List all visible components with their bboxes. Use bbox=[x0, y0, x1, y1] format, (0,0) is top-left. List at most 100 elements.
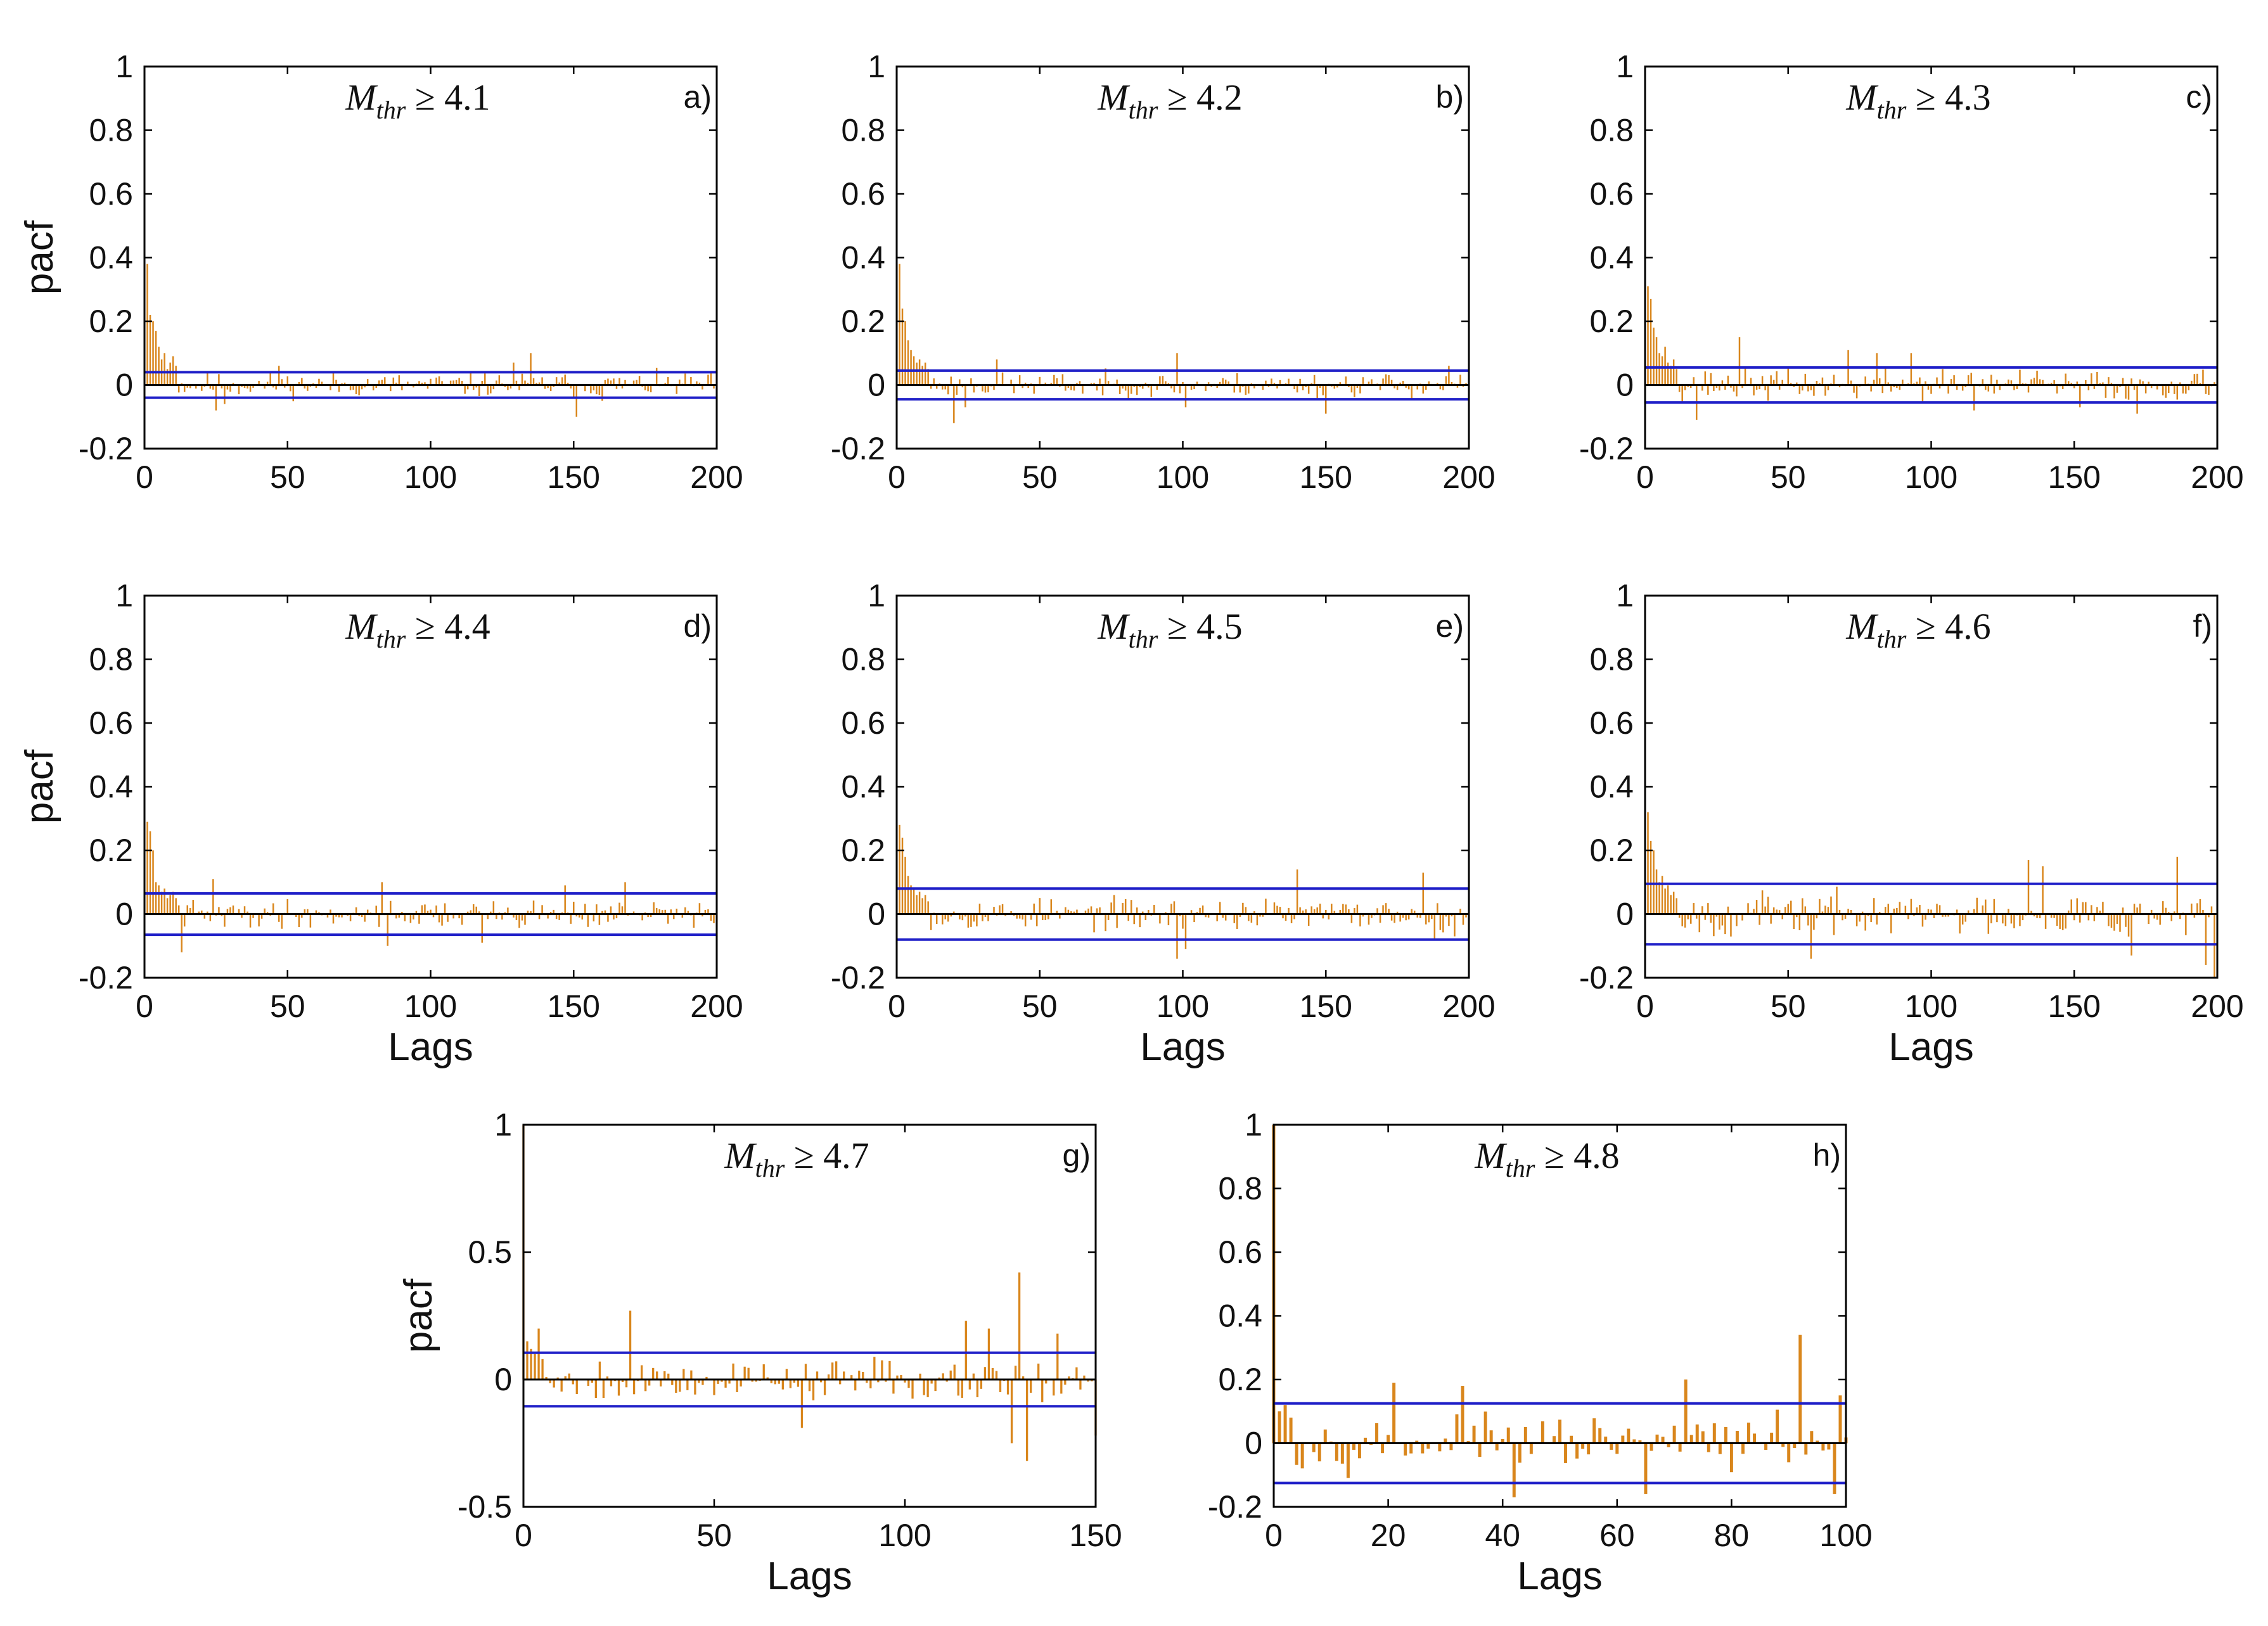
pacf-bar bbox=[1399, 382, 1401, 385]
pacf-bar bbox=[315, 385, 317, 388]
pacf-bar bbox=[466, 385, 469, 390]
pacf-bar bbox=[1982, 905, 1984, 914]
pacf-bar bbox=[249, 914, 252, 928]
pacf-bar bbox=[452, 380, 454, 385]
pacf-bar bbox=[1570, 1435, 1573, 1444]
pacf-bar bbox=[307, 909, 309, 914]
pacf-bar bbox=[1719, 385, 1720, 391]
pacf-bar bbox=[2170, 914, 2173, 921]
pacf-bar bbox=[177, 905, 180, 914]
pacf-bar bbox=[1079, 1380, 1082, 1390]
pacf-bar bbox=[916, 895, 918, 914]
pacf-bar bbox=[904, 321, 906, 385]
pacf-bar bbox=[1076, 909, 1078, 914]
pacf-bar bbox=[959, 379, 961, 385]
pacf-bar bbox=[1816, 1440, 1819, 1444]
pacf-bar bbox=[498, 375, 501, 385]
magnitude-threshold-title: Mthr ≥ 4.4 bbox=[345, 606, 490, 653]
pacf-bar bbox=[432, 914, 435, 918]
pacf-bar bbox=[352, 385, 354, 390]
pacf-bar bbox=[1650, 298, 1652, 385]
pacf-bar bbox=[1873, 898, 1875, 914]
pacf-bar bbox=[2148, 914, 2149, 925]
y-tick-label: -0.2 bbox=[79, 960, 133, 995]
pacf-bar bbox=[1402, 914, 1404, 918]
pacf-bar bbox=[229, 385, 231, 392]
pacf-bar bbox=[621, 906, 624, 914]
pacf-bar bbox=[1039, 376, 1041, 385]
pacf-bar bbox=[2056, 385, 2058, 394]
pacf-bar bbox=[458, 378, 460, 385]
pacf-bar bbox=[1802, 385, 1804, 391]
pacf-bar bbox=[644, 385, 646, 390]
pacf-bar bbox=[1396, 385, 1399, 390]
pacf-bar bbox=[1242, 902, 1244, 914]
pacf-bar bbox=[1675, 369, 1677, 385]
pacf-bar bbox=[553, 385, 554, 387]
pacf-bar bbox=[2065, 373, 2066, 385]
pacf-bar bbox=[644, 1380, 647, 1392]
pacf-bar bbox=[243, 906, 246, 914]
pacf-bar bbox=[1392, 1383, 1396, 1444]
pacf-bar bbox=[1402, 381, 1404, 385]
pacf-bar bbox=[1466, 1441, 1470, 1444]
pacf-bar bbox=[1967, 910, 1970, 914]
pacf-bar bbox=[158, 885, 160, 914]
pacf-bar bbox=[648, 1380, 651, 1386]
pacf-bar bbox=[318, 378, 320, 385]
pacf-bar bbox=[2202, 369, 2204, 385]
pacf-bar bbox=[527, 383, 529, 385]
pacf-bar bbox=[1759, 914, 1760, 925]
pacf-bar bbox=[461, 380, 463, 385]
pacf-bar bbox=[2079, 914, 2081, 923]
pacf-bar bbox=[762, 1364, 765, 1380]
pacf-bar bbox=[1333, 385, 1336, 389]
pacf-bar bbox=[2191, 903, 2193, 914]
y-tick-label: 0.6 bbox=[89, 176, 133, 212]
pacf-bar bbox=[1184, 385, 1187, 407]
x-axis-label: Lags bbox=[1888, 1025, 1973, 1069]
pacf-bar bbox=[1116, 914, 1118, 928]
pacf-bar bbox=[1302, 385, 1304, 390]
pacf-bar bbox=[921, 366, 923, 385]
pacf-bar bbox=[1438, 1443, 1442, 1452]
pacf-bar bbox=[2150, 909, 2153, 914]
pacf-bar bbox=[421, 905, 423, 914]
pacf-bar bbox=[1445, 914, 1447, 917]
pacf-bar bbox=[1302, 910, 1304, 914]
x-tick-label: 100 bbox=[404, 459, 457, 495]
pacf-bar bbox=[1658, 353, 1660, 385]
pacf-bar bbox=[1938, 905, 1941, 914]
pacf-bar bbox=[1896, 907, 1898, 914]
pacf-bar bbox=[1687, 914, 1689, 919]
pacf-bar bbox=[1704, 371, 1707, 385]
pacf-bar bbox=[1802, 898, 1804, 914]
pacf-bar bbox=[1552, 1436, 1556, 1444]
pacf-bar bbox=[1016, 914, 1018, 919]
x-tick-label: 100 bbox=[404, 989, 457, 1024]
pacf-bar bbox=[2102, 902, 2104, 914]
pacf-bar bbox=[1233, 914, 1236, 923]
pacf-bar bbox=[684, 373, 686, 385]
pacf-bar bbox=[2030, 379, 2032, 385]
pacf-bar bbox=[169, 362, 171, 385]
pacf-bar bbox=[959, 914, 961, 919]
pacf-bar bbox=[1236, 914, 1238, 929]
pacf-bar bbox=[1776, 371, 1778, 385]
pacf-bar bbox=[632, 1380, 636, 1395]
pacf-bar bbox=[1604, 1437, 1608, 1444]
pacf-bar bbox=[1523, 1426, 1527, 1444]
pacf-bar bbox=[1362, 914, 1364, 917]
pacf-bar bbox=[1689, 1435, 1693, 1444]
pacf-bar bbox=[1910, 899, 1912, 914]
pacf-bar bbox=[530, 353, 532, 385]
pacf-bar bbox=[816, 1371, 819, 1380]
pacf-bar bbox=[1096, 385, 1098, 391]
pacf-bar bbox=[1328, 914, 1330, 919]
pacf-bar bbox=[1736, 914, 1738, 926]
pacf-bar bbox=[1687, 385, 1689, 387]
pacf-bar bbox=[732, 1363, 734, 1380]
pacf-bar bbox=[304, 909, 306, 914]
pacf-bar bbox=[1025, 1380, 1028, 1461]
